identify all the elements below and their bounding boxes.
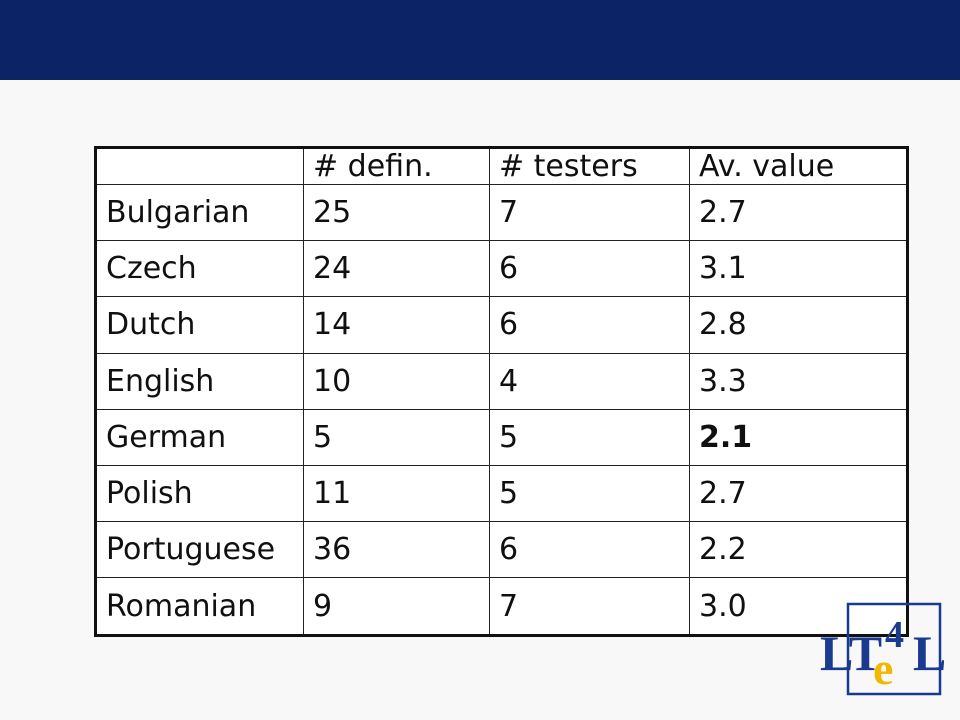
testers-cell: 6 [489, 521, 690, 579]
language-cell: Bulgarian [95, 183, 304, 242]
avg-value-cell: 2.2 [689, 521, 908, 579]
avg-value-cell: 2.1 [689, 408, 908, 466]
avg-value-cell: 3.0 [689, 577, 908, 636]
results-table: # defin. # testers Av. value Bulgarian 2… [94, 146, 909, 637]
definitions-cell: 5 [303, 408, 490, 466]
table-row: Bulgarian 25 7 2.7 [95, 183, 908, 242]
table-row: Portuguese 36 6 2.2 [95, 521, 908, 579]
table-row: Romanian 9 7 3.0 [95, 577, 908, 636]
avg-value-cell: 2.7 [689, 183, 908, 242]
avg-value-cell: 3.1 [689, 240, 908, 298]
definitions-cell: 11 [303, 464, 490, 523]
header-cell-definitions: # defin. [303, 147, 490, 185]
table-row: Dutch 14 6 2.8 [95, 296, 908, 354]
testers-cell: 7 [489, 183, 690, 242]
definitions-cell: 14 [303, 296, 490, 354]
svg-text:L: L [913, 625, 944, 681]
table-header-row: # defin. # testers Av. value [95, 147, 908, 185]
language-cell: Portuguese [95, 521, 304, 579]
testers-cell: 7 [489, 577, 690, 636]
testers-cell: 6 [489, 296, 690, 354]
language-cell: Polish [95, 464, 304, 523]
avg-value-cell: 3.3 [689, 352, 908, 410]
table-row: Czech 24 6 3.1 [95, 240, 908, 298]
definitions-cell: 9 [303, 577, 490, 636]
svg-text:e: e [873, 643, 893, 694]
language-cell: Czech [95, 240, 304, 298]
definitions-cell: 36 [303, 521, 490, 579]
definitions-cell: 24 [303, 240, 490, 298]
language-cell: English [95, 352, 304, 410]
header-bar [0, 0, 960, 80]
header-cell-empty [95, 147, 304, 185]
language-cell: Dutch [95, 296, 304, 354]
lt4el-logo: LT 4 e L [820, 602, 944, 696]
definitions-cell: 25 [303, 183, 490, 242]
header-cell-testers: # testers [489, 147, 690, 185]
testers-cell: 4 [489, 352, 690, 410]
table-row: Polish 11 5 2.7 [95, 464, 908, 523]
avg-value-cell: 2.7 [689, 464, 908, 523]
language-cell: Romanian [95, 577, 304, 636]
testers-cell: 5 [489, 464, 690, 523]
svg-text:4: 4 [885, 614, 904, 656]
avg-value-cell: 2.8 [689, 296, 908, 354]
testers-cell: 5 [489, 408, 690, 466]
language-cell: German [95, 408, 304, 466]
testers-cell: 6 [489, 240, 690, 298]
table-row: German 5 5 2.1 [95, 408, 908, 466]
svg-text:LT: LT [820, 625, 882, 681]
header-cell-avg-value: Av. value [689, 147, 908, 185]
definitions-cell: 10 [303, 352, 490, 410]
table-row: English 10 4 3.3 [95, 352, 908, 410]
